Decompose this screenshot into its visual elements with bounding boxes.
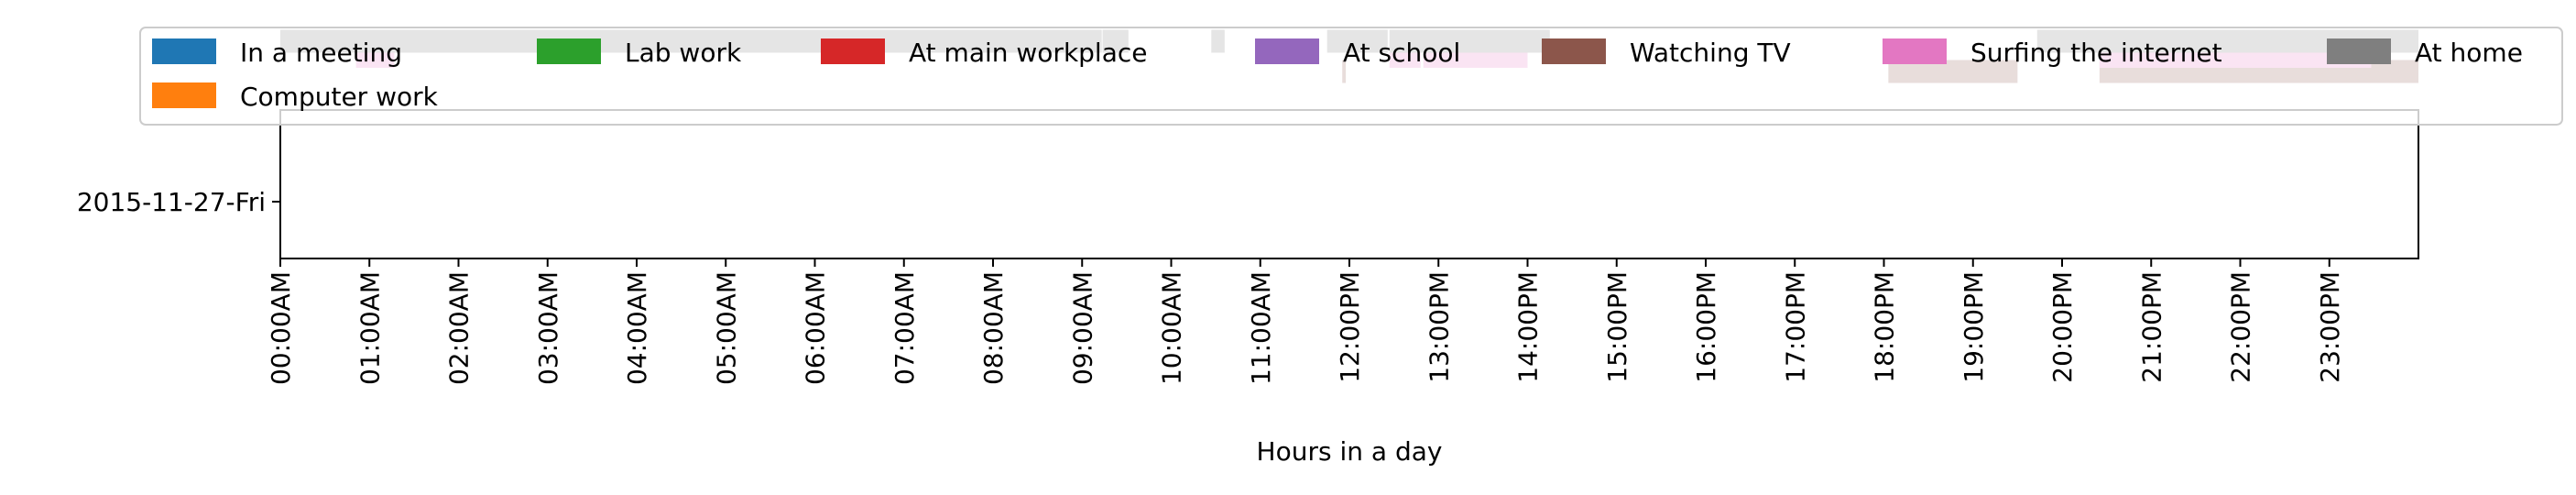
x-tick-label: 00:00AM [266,271,296,385]
x-tick-label: 21:00PM [2136,271,2167,383]
legend-label-computer-work: Computer work [240,82,439,112]
x-tick-label: 06:00AM [801,271,831,385]
y-tick-label: 2015-11-27-Fri [77,187,266,217]
legend-swatch-at-main-workplace [821,38,885,64]
y-axis: 2015-11-27-Fri [77,187,280,217]
legend-swatch-at-home [2327,38,2391,64]
legend-label-surfing-the-internet: Surfing the internet [1970,38,2222,68]
x-tick-label: 01:00AM [355,271,385,385]
x-axis: 00:00AM 01:00AM 02:00AM 03:00AM 04:00AM 05:00… [266,258,2345,385]
x-tick-label: 03:00AM [533,271,563,385]
legend-items: In a meeting Computer work Lab work At main… [152,38,2523,112]
legend-swatch-surfing-the-internet [1883,38,1947,64]
legend-label-at-main-workplace: At main workplace [909,38,1148,68]
x-tick-label: 18:00PM [1870,271,1900,383]
x-tick-label: 13:00PM [1424,271,1454,383]
x-tick-label: 07:00AM [890,271,920,385]
x-tick-label: 16:00PM [1691,271,1721,383]
x-tick-label: 14:00PM [1513,271,1544,383]
axes-frame [279,109,2419,259]
legend-label-in-a-meeting: In a meeting [240,38,402,68]
legend-frame [139,27,2563,126]
x-axis-label: Hours in a day [1257,436,1443,467]
x-tick-label: 12:00PM [1335,271,1365,383]
legend-label-watching-tv: Watching TV [1630,38,1791,68]
legend-swatch-at-school [1255,38,1319,64]
x-tick-label: 22:00PM [2226,271,2256,383]
x-tick-label: 15:00PM [1602,271,1632,383]
x-tick-label: 19:00PM [1959,271,1989,383]
legend: In a meeting Computer work Lab work At main… [139,27,2563,126]
x-tick-label: 17:00PM [1780,271,1810,383]
x-tick-label: 10:00AM [1157,271,1187,385]
legend-label-at-home: At home [2415,38,2523,68]
x-tick-label: 04:00AM [622,271,652,385]
legend-label-lab-work: Lab work [625,38,742,68]
x-tick-label: 11:00AM [1246,271,1276,385]
legend-swatch-watching-tv [1542,38,1606,64]
x-tick-label: 20:00PM [2047,271,2078,383]
legend-label-at-school: At school [1343,38,1460,68]
x-tick-label: 23:00PM [2315,271,2345,383]
legend-swatch-computer-work [152,82,216,108]
x-tick-label: 08:00AM [978,271,1009,385]
legend-swatch-in-a-meeting [152,38,216,64]
x-tick-label: 05:00AM [711,271,741,385]
x-tick-label: 02:00AM [444,271,475,385]
legend-swatch-lab-work [537,38,601,64]
x-tick-label: 09:00AM [1067,271,1097,385]
